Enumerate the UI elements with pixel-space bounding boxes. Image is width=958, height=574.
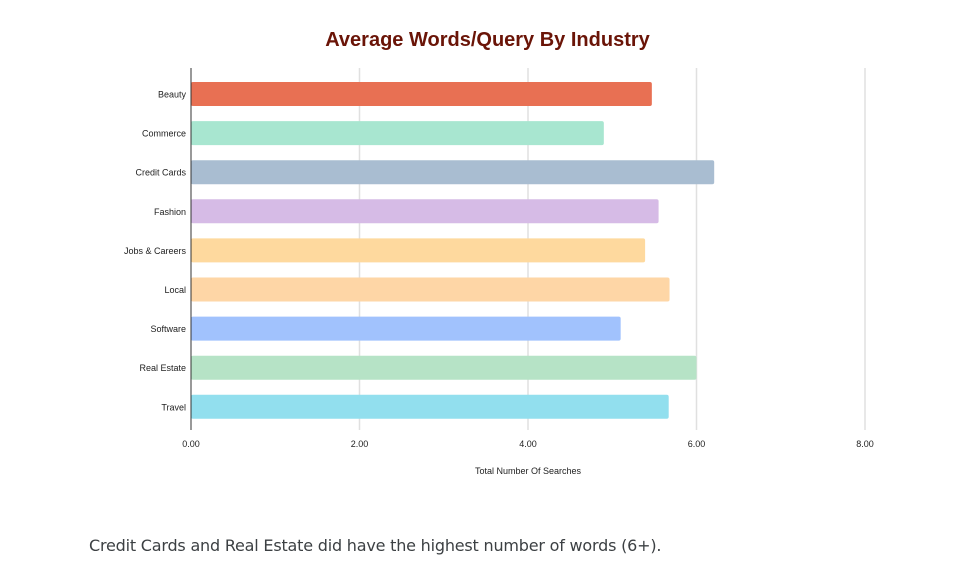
bar-chart: 0.00 2.00 4.00 6.00 8.00 Beauty Commerce Credit… [124, 68, 874, 476]
bar-credit-cards [191, 160, 715, 185]
x-tick-label: 0.00 [182, 439, 200, 449]
caption-text: Credit Cards and Real Estate did have th… [89, 536, 662, 555]
bar-real-estate [191, 355, 697, 380]
bar-fashion [191, 199, 659, 224]
x-tick-label: 6.00 [688, 439, 706, 449]
y-tick-label: Beauty [158, 90, 187, 100]
x-tick-label: 2.00 [351, 439, 369, 449]
x-tick-label: 8.00 [856, 439, 874, 449]
x-axis-title: Total Number Of Searches [475, 466, 582, 476]
x-tick-label: 4.00 [519, 439, 537, 449]
bar-software [191, 316, 621, 341]
y-tick-label: Software [150, 324, 186, 334]
chart-title: Average Words/Query By Industry [325, 29, 650, 51]
y-tick-label: Local [164, 285, 186, 295]
y-tick-label: Fashion [154, 207, 186, 217]
y-tick-label: Commerce [142, 129, 186, 139]
bar-travel [191, 394, 669, 419]
y-tick-label: Jobs & Careers [124, 246, 187, 256]
bar-jobs-careers [191, 238, 646, 263]
bar-commerce [191, 121, 604, 146]
y-tick-label: Real Estate [139, 363, 186, 373]
y-tick-label: Credit Cards [135, 168, 186, 178]
bar-beauty [191, 82, 652, 106]
bar-local [191, 277, 670, 302]
y-tick-label: Travel [161, 402, 186, 412]
